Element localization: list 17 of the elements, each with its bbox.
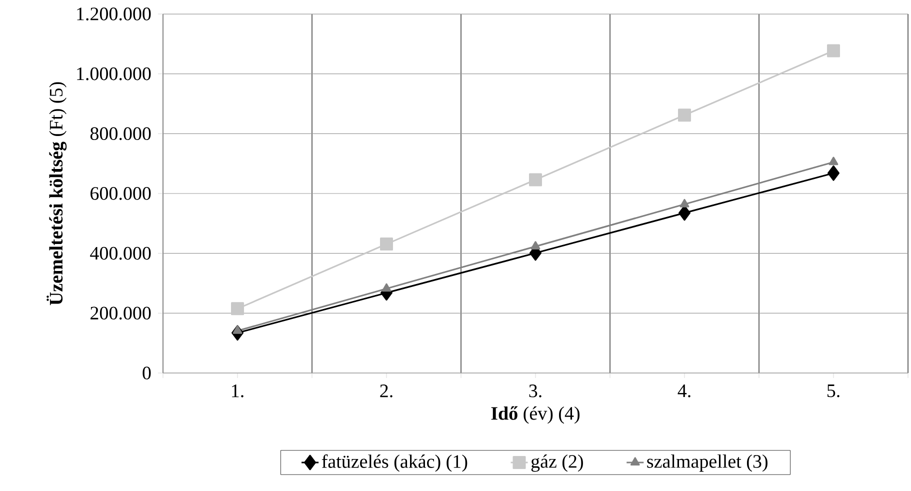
x-tick-label: 2. [380,384,392,398]
x-tick-label: 3. [529,384,542,398]
x-tick-label: 1. [232,384,244,398]
y-tick-label: 600.000 [90,187,151,200]
y-tick-label: 400.000 [90,246,151,260]
legend-label: gáz (2) [531,454,583,472]
y-tick-label: 200.000 [90,306,151,320]
y-tick-label: 800.000 [90,127,151,140]
legend-label: fatüzelés (akác) (1) [322,454,468,472]
x-tick-label: 5. [827,384,840,398]
y-tick-label: 1.200.000 [77,8,151,20]
y-tick-label: 0 [142,366,151,380]
y-axis-title: Üzemeltetési költség (Ft) (5) [46,82,67,306]
y-tick-label: 1.000.000 [77,67,151,80]
x-tick-label: 4. [678,384,690,398]
legend-label: szalmapellet (3) [647,454,768,472]
x-axis-title: Idő (év) (4) [491,406,580,424]
